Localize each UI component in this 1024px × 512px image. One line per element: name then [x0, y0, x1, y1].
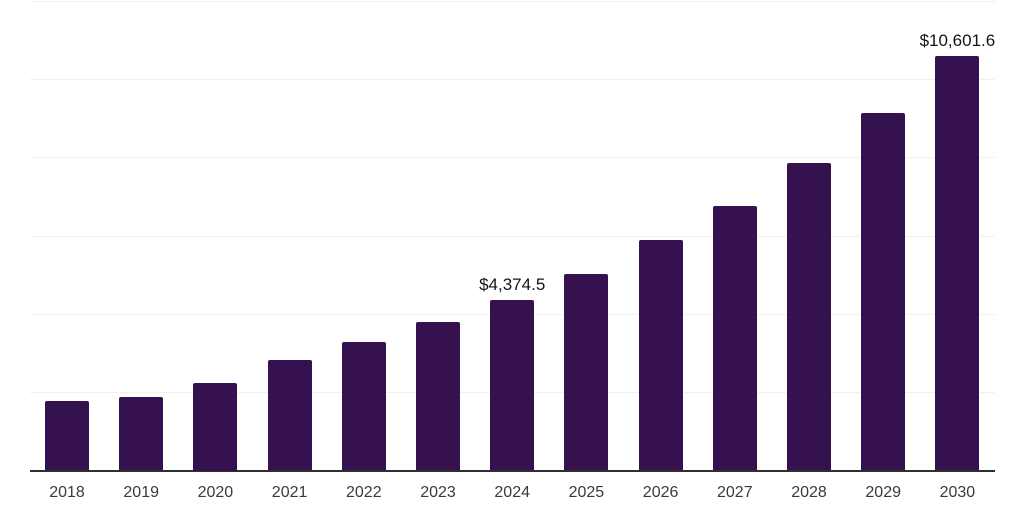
gridline: [30, 157, 995, 159]
x-tick-2020: 2020: [197, 484, 234, 501]
gridline: [30, 235, 995, 237]
data-label-2030: $10,601.6: [919, 31, 996, 51]
bar-2024: [490, 299, 535, 471]
x-tick-2026: 2026: [642, 484, 679, 501]
bar-2021: [267, 359, 312, 471]
bar-2027: [712, 206, 757, 471]
bar-2022: [341, 342, 386, 471]
bar-2018: [45, 401, 89, 471]
bar-2023: [416, 322, 460, 471]
x-tick-2019: 2019: [123, 484, 159, 501]
x-tick-2021: 2021: [271, 484, 308, 501]
bar-2025: [564, 273, 609, 471]
x-tick-2029: 2029: [865, 484, 901, 501]
x-tick-2027: 2027: [717, 484, 753, 501]
plot-area: 2018 2019 2020 2021 2022 2023 $4,374.5 2024 2025…: [30, 0, 995, 512]
data-label-2024: $4,374.5: [479, 274, 546, 294]
x-axis-line: [30, 469, 995, 472]
x-tick-2022: 2022: [346, 484, 382, 501]
x-tick-2025: 2025: [568, 484, 605, 501]
x-tick-2023: 2023: [420, 484, 456, 501]
gridline: [30, 79, 995, 81]
x-tick-2028: 2028: [791, 484, 827, 501]
bar-2028: [787, 163, 831, 471]
bar-2026: [638, 240, 683, 471]
x-tick-2024: 2024: [494, 484, 530, 501]
x-tick-2030: 2030: [939, 484, 976, 501]
bar-2030: [935, 56, 980, 471]
gridline: [30, 1, 995, 2]
bar-2020: [193, 382, 238, 471]
bar-2029: [861, 113, 906, 471]
bar-2019: [119, 396, 164, 471]
x-tick-2018: 2018: [49, 484, 85, 501]
